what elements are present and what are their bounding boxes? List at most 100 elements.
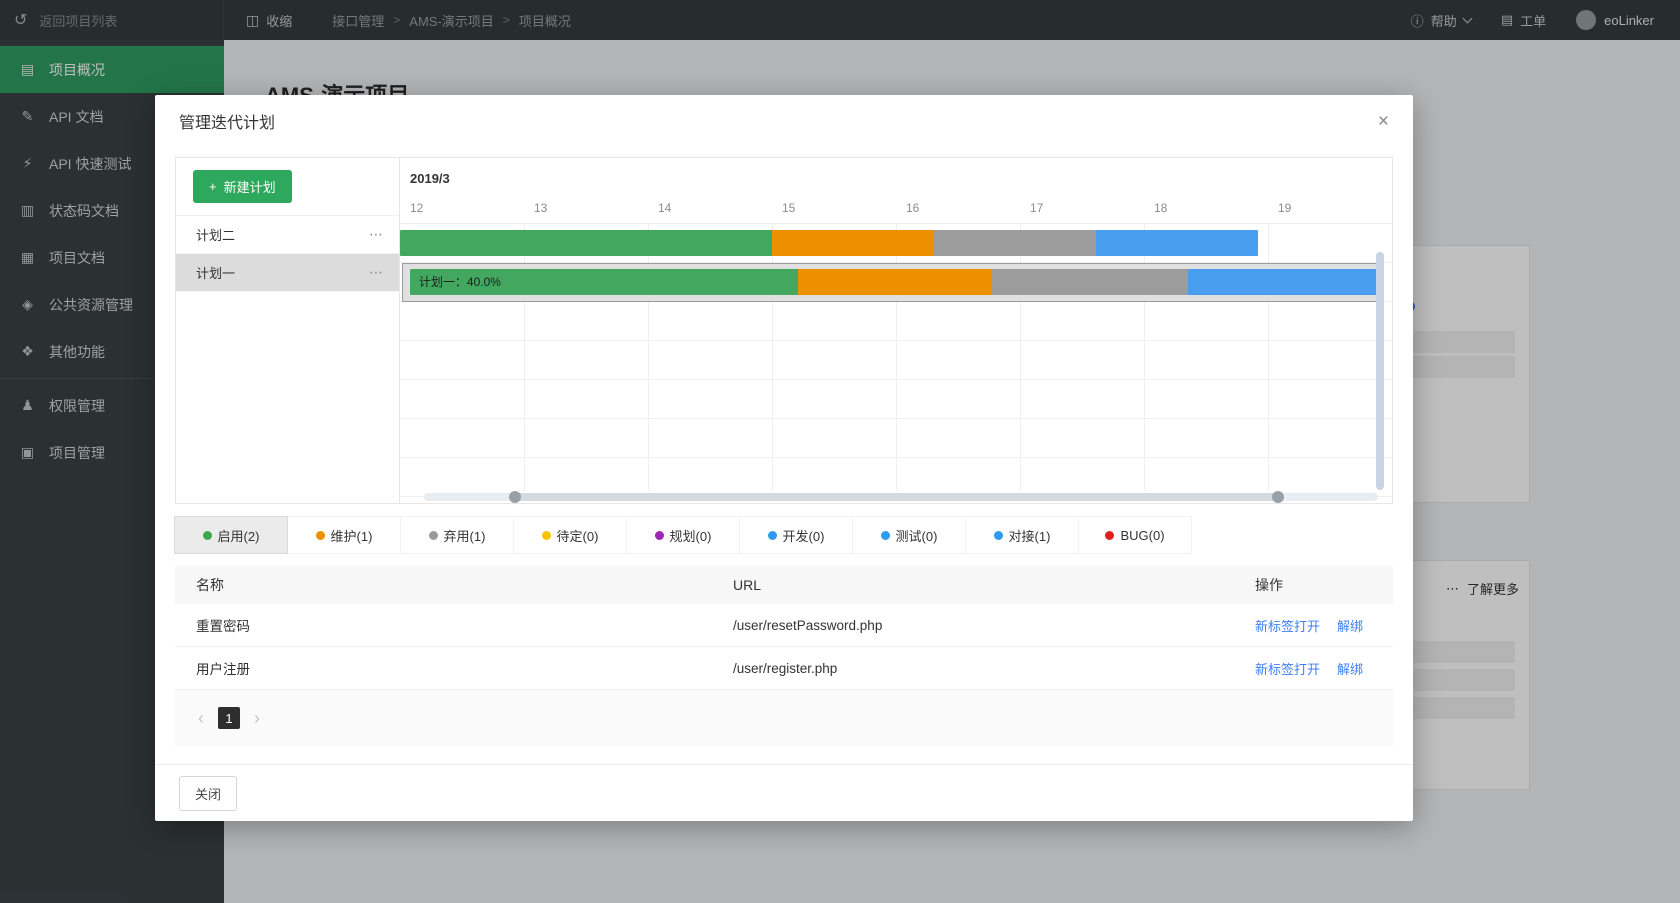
legend-tab[interactable]: 待定(0) <box>513 516 627 554</box>
legend-label: 维护(1) <box>330 528 373 544</box>
legend-tab[interactable]: 开发(0) <box>739 516 853 554</box>
back-to-projects-button[interactable]: 返回项目列表 <box>39 13 118 29</box>
legend-tab[interactable]: 启用(2) <box>174 516 288 554</box>
legend-tab[interactable]: 规划(0) <box>626 516 740 554</box>
modal-footer: 关闭 <box>155 764 1413 821</box>
public-resource-icon: ◈ <box>22 296 33 312</box>
gantt-vscrollbar[interactable] <box>1376 252 1384 490</box>
api-actions-cell: 新标签打开 解绑 <box>1255 616 1393 635</box>
sidebar-item-label: 项目概况 <box>49 61 105 78</box>
gantt-bar-segment <box>400 230 772 256</box>
gantt-day-label: 19 <box>1278 201 1292 215</box>
breadcrumb: 接口管理 > AMS-演示项目 > 项目概况 <box>332 11 571 30</box>
sidebar-menu: ▤ 项目概况 ✎ API 文档 ⚡ API 快速测试 ▥ 状态码文档 ▦ 项目文档 ◈ 公共资源管理 ❖… <box>0 46 224 476</box>
status-dot-icon <box>880 530 890 540</box>
ticket-label: 工单 <box>1520 13 1547 29</box>
gantt-bar-segment <box>797 269 993 295</box>
sidebar-item-public-resource[interactable]: ◈ 公共资源管理 <box>0 281 224 328</box>
status-dot-icon <box>541 530 551 540</box>
legend-tab[interactable]: 对接(1) <box>965 516 1079 554</box>
gantt-day-label: 13 <box>534 201 548 215</box>
gantt-day-label: 16 <box>906 201 920 215</box>
permission-icon: ♟ <box>21 397 34 413</box>
topbar-left: ↺ 返回项目列表 <box>0 0 224 40</box>
api-actions-cell: 新标签打开 解绑 <box>1255 659 1393 678</box>
breadcrumb-item[interactable]: AMS-演示项目 <box>409 13 494 29</box>
table-row: 重置密码/user/resetPassword.php 新标签打开 解绑 <box>175 604 1393 647</box>
legend-tab[interactable]: BUG(0) <box>1078 516 1192 554</box>
status-dot-icon <box>1105 530 1115 540</box>
topbar-right: ⓘ 帮助 ▤ 工单 eoLinker <box>1411 10 1680 30</box>
action-link[interactable]: 解绑 <box>1337 661 1364 677</box>
sidebar-item-api-doc[interactable]: ✎ API 文档 <box>0 93 224 140</box>
legend-tab[interactable]: 弃用(1) <box>400 516 514 554</box>
pagination-prev-icon[interactable]: ‹ <box>198 707 204 728</box>
gantt-bar[interactable] <box>400 230 1259 256</box>
sidebar-item-permission[interactable]: ♟ 权限管理 <box>0 382 224 429</box>
plan-name: 计划一 <box>196 266 236 281</box>
gantt-hscroll-range[interactable] <box>514 493 1278 501</box>
gantt-gridline <box>1020 224 1021 491</box>
sidebar-item-status-code-doc[interactable]: ▥ 状态码文档 <box>0 187 224 234</box>
gantt-chart: 2019/3 12 13 14 15 16 17 18 19 计划一：40.0% <box>400 158 1392 503</box>
sidebar-item-other-features[interactable]: ❖ 其他功能 <box>0 328 224 375</box>
gantt-hscroll-handle[interactable] <box>1271 491 1284 503</box>
sidebar-item-label: 其他功能 <box>49 343 105 360</box>
legend-tab[interactable]: 测试(0) <box>852 516 966 554</box>
plan-more-icon[interactable]: ⋯ <box>369 264 384 280</box>
more-icon: ⋯ <box>1445 580 1459 596</box>
pagination-current-page[interactable]: 1 <box>218 707 240 729</box>
plan-name: 计划二 <box>196 228 236 243</box>
legend-tab[interactable]: 维护(1) <box>287 516 401 554</box>
other-features-icon: ❖ <box>21 343 34 359</box>
back-icon[interactable]: ↺ <box>14 12 28 29</box>
plan-more-icon[interactable]: ⋯ <box>369 226 384 242</box>
sidebar-item-label: 项目文档 <box>49 249 105 266</box>
sidebar-item-overview[interactable]: ▤ 项目概况 <box>0 46 224 93</box>
api-url-cell: /user/register.php <box>733 660 838 676</box>
collapse-sidebar-button[interactable]: ◫ 收缩 <box>246 11 292 30</box>
breadcrumb-item[interactable]: 接口管理 <box>332 13 385 29</box>
plus-icon: + <box>209 179 217 194</box>
sidebar-item-label: 公共资源管理 <box>49 296 133 313</box>
project-overview-icon: ▤ <box>20 61 35 77</box>
pagination-next-icon[interactable]: › <box>254 707 260 728</box>
new-plan-label: 新建计划 <box>223 180 276 195</box>
gantt-hscroll-handle[interactable] <box>508 491 521 503</box>
legend-label: 规划(0) <box>669 528 712 544</box>
close-button[interactable]: 关闭 <box>179 775 238 811</box>
user-menu[interactable]: eoLinker <box>1576 10 1654 30</box>
close-icon[interactable]: × <box>1377 110 1389 132</box>
help-menu[interactable]: ⓘ 帮助 <box>1411 11 1473 30</box>
action-link[interactable]: 新标签打开 <box>1255 618 1321 634</box>
gantt-day-label: 17 <box>1030 201 1044 215</box>
gantt-bar-segment <box>992 269 1188 295</box>
gantt-gridline <box>524 224 525 491</box>
gantt-bar[interactable]: 计划一：40.0% <box>409 269 1379 295</box>
ticket-button[interactable]: ▤ 工单 <box>1501 11 1546 30</box>
new-plan-button[interactable]: + 新建计划 <box>193 170 292 203</box>
sidebar-item-project-manage[interactable]: ▣ 项目管理 <box>0 429 224 476</box>
api-table-body: 重置密码/user/resetPassword.php 新标签打开 解绑 用户注册/u… <box>175 604 1393 690</box>
plan-list-item[interactable]: 计划二 ⋯ <box>176 216 399 254</box>
action-link[interactable]: 解绑 <box>1337 618 1364 634</box>
manage-iteration-plan-modal: 管理迭代计划 × + 新建计划 计划二 ⋯ 计划一 ⋯ 2019/3 12 13 14 15… <box>155 95 1413 821</box>
sidebar-divider <box>0 378 224 379</box>
gantt-panel: + 新建计划 计划二 ⋯ 计划一 ⋯ 2019/3 12 13 14 15 16 17 18 19 … <box>175 157 1393 504</box>
plan-list-item[interactable]: 计划一 ⋯ <box>176 254 399 292</box>
gantt-bar-segment <box>409 269 798 295</box>
topbar: ↺ 返回项目列表 ◫ 收缩 接口管理 > AMS-演示项目 > 项目概况 ⓘ 帮助 ▤ … <box>0 0 1680 40</box>
gantt-bar-segment <box>771 230 934 256</box>
legend-label: 开发(0) <box>782 528 825 544</box>
action-link[interactable]: 新标签打开 <box>1255 661 1321 677</box>
learn-more-link[interactable]: ⋯ 了解更多 <box>1446 579 1519 598</box>
status-dot-icon <box>767 530 777 540</box>
legend-label: 启用(2) <box>217 528 260 544</box>
status-dot-icon <box>993 530 1003 540</box>
gantt-hscrollbar[interactable] <box>424 491 1378 503</box>
sidebar-item-api-test[interactable]: ⚡ API 快速测试 <box>0 140 224 187</box>
status-dot-icon <box>654 530 664 540</box>
sidebar-item-project-doc[interactable]: ▦ 项目文档 <box>0 234 224 281</box>
breadcrumb-item[interactable]: 项目概况 <box>518 13 571 29</box>
help-label: 帮助 <box>1430 13 1457 29</box>
